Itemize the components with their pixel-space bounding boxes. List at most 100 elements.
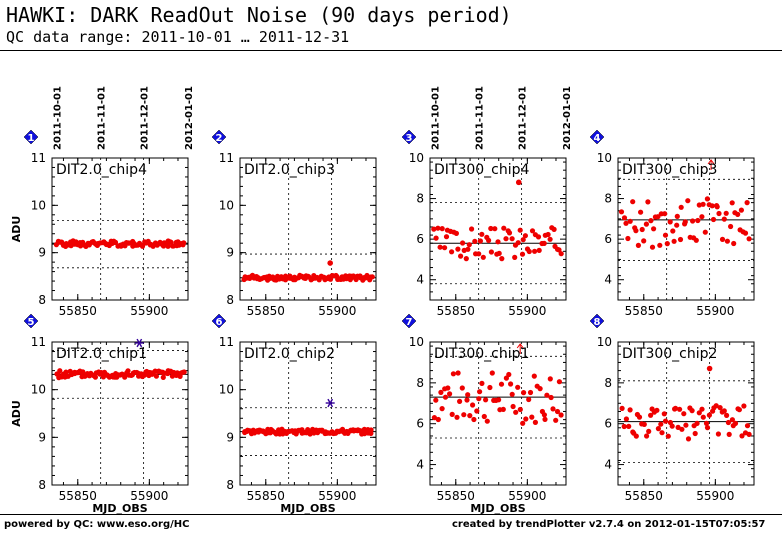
data-point (466, 242, 472, 248)
data-point (696, 410, 702, 416)
x-axis-label: MJD_OBS (92, 502, 147, 515)
data-point (488, 249, 494, 255)
y-tick-label: 11 (31, 151, 46, 165)
panel-number-badge-icon: 3 (401, 129, 417, 145)
page-subtitle: QC data range: 2011-10-01 … 2011-12-31 (6, 28, 350, 46)
data-point (455, 370, 461, 376)
data-point (153, 373, 159, 379)
data-point (704, 425, 711, 431)
panel-4: 4 6 8 10 55850 55900 DIT300_chip3 4 (589, 129, 755, 318)
data-point (57, 368, 63, 374)
data-point (636, 414, 643, 420)
data-point (487, 384, 493, 391)
data-point (496, 250, 502, 256)
data-point (635, 242, 642, 248)
data-point (671, 238, 677, 244)
outlier-star-marker (134, 338, 144, 348)
data-point (471, 416, 477, 423)
panel-number-badge-icon: 8 (589, 313, 605, 329)
data-point (509, 236, 515, 242)
data-point (498, 381, 505, 387)
data-point (623, 416, 630, 422)
date-tick-label: 2011-12-01 (140, 86, 151, 150)
data-point (368, 427, 374, 433)
x-axis-label: MJD_OBS (280, 502, 335, 515)
data-point (710, 216, 717, 223)
page-title: HAWKI: DARK ReadOut Noise (90 days perio… (6, 3, 512, 27)
date-tick-label: 2011-12-01 (518, 86, 529, 150)
data-point (657, 242, 663, 248)
data-point (558, 251, 564, 257)
badge-diamond (401, 313, 417, 329)
data-point (503, 236, 509, 242)
data-point (630, 199, 636, 205)
panel-number: 2 (216, 133, 223, 144)
data-point (544, 392, 550, 398)
data-point (488, 225, 494, 232)
panel-number-badge-icon: 7 (401, 313, 417, 329)
data-point (521, 390, 527, 396)
data-point (469, 226, 475, 232)
data-point (674, 213, 680, 219)
data-point (439, 406, 445, 412)
panel-number-badge-icon: 5 (23, 313, 39, 329)
data-point (678, 204, 684, 210)
data-point (677, 406, 683, 412)
data-point (667, 219, 673, 225)
plot-frame (617, 157, 755, 301)
data-point (721, 216, 727, 222)
data-point (483, 397, 489, 403)
panel-chip-label: DIT300_chip4 (434, 162, 530, 178)
data-point (499, 256, 505, 262)
data-point (648, 412, 654, 418)
data-point (699, 214, 705, 220)
y-axis-label: ADU (10, 400, 23, 427)
data-point (542, 416, 548, 422)
star-stroke (327, 398, 334, 408)
badge-diamond (23, 313, 39, 329)
data-point (662, 232, 669, 238)
data-point (683, 422, 689, 428)
data-point (554, 408, 561, 415)
panel-chip-label: DIT2.0_chip3 (244, 162, 335, 178)
data-point (517, 227, 523, 233)
data-point (509, 391, 515, 397)
x-tick-label: 55900 (508, 489, 546, 503)
data-point (651, 226, 657, 232)
data-point (433, 235, 439, 241)
y-tick-label: 10 (597, 335, 612, 349)
data-point (746, 431, 752, 437)
x-tick-label: 55850 (625, 304, 663, 318)
data-point (625, 235, 631, 242)
y-tick-label: 8 (416, 192, 424, 206)
data-point (460, 240, 466, 246)
data-point (181, 369, 187, 375)
data-point (479, 380, 485, 386)
x-tick-label: 55900 (130, 489, 168, 503)
data-point (472, 238, 478, 244)
data-point (623, 220, 629, 226)
data-point (479, 231, 485, 237)
data-point (726, 431, 732, 437)
data-point (648, 218, 654, 224)
panel-8: 4 6 8 10 55850 55900 DIT300_chip2 8 (589, 313, 755, 503)
data-point (725, 419, 732, 426)
data-point (477, 389, 483, 395)
data-point (714, 204, 720, 210)
data-point (492, 226, 498, 232)
data-point (704, 196, 711, 202)
data-point (627, 407, 633, 413)
x-tick-label: 55900 (130, 304, 168, 318)
data-point (548, 394, 554, 401)
data-point (744, 423, 751, 429)
data-point (655, 426, 662, 432)
data-point (541, 412, 548, 418)
data-series (618, 196, 752, 250)
data-point (662, 418, 669, 424)
data-point (449, 411, 455, 417)
plot-frame (239, 157, 377, 301)
data-point (664, 241, 670, 247)
data-point (729, 417, 736, 423)
